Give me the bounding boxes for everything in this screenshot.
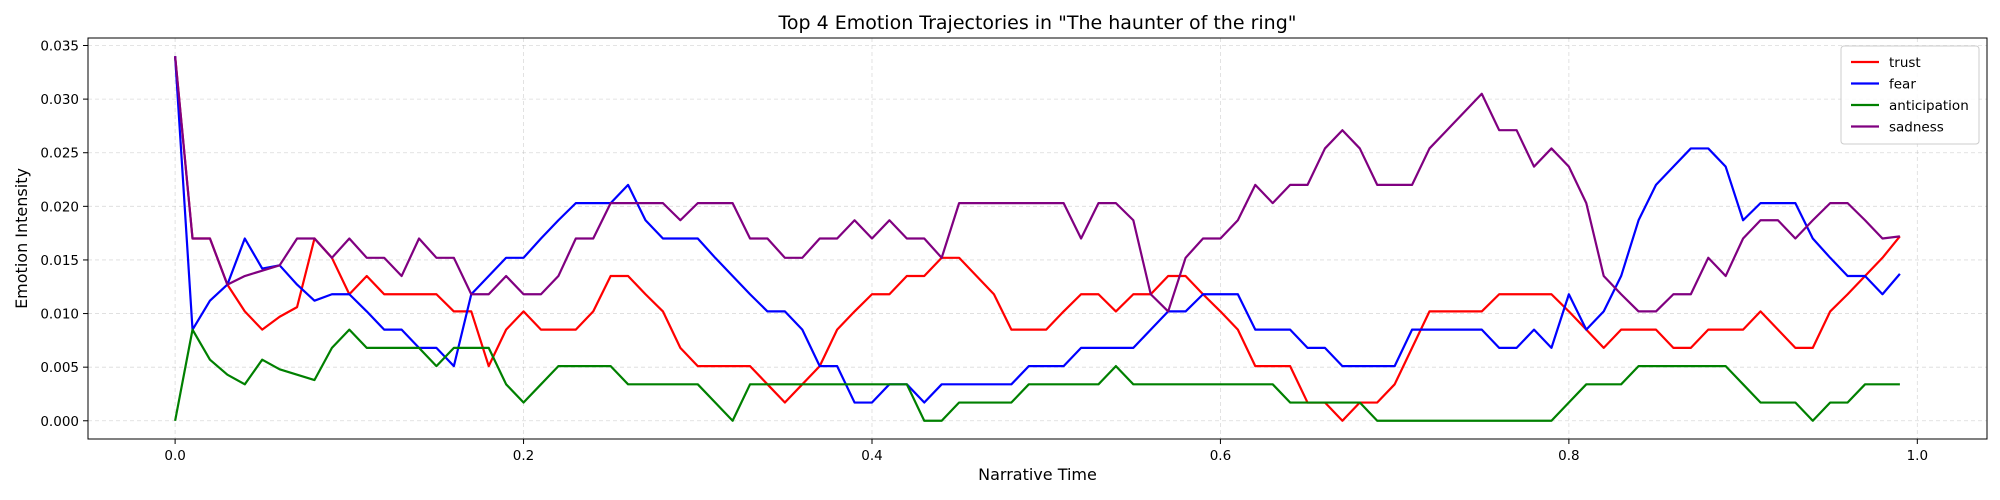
series-line-trust	[174, 56, 1901, 422]
x-axis-ticks: 0.0 0.2 0.4 0.6 0.8 1.0	[164, 439, 1928, 464]
y-axis-label: Emotion Intensity	[12, 168, 31, 309]
x-tick-label: 0.4	[861, 448, 882, 464]
x-tick-label: 1.0	[1907, 448, 1928, 464]
y-axis-ticks: 0.000 0.005 0.010 0.015 0.020 0.025 0.030 0.035	[40, 39, 88, 430]
x-tick-label: 0.8	[1558, 448, 1579, 464]
chart-title: Top 4 Emotion Trajectories in "The haunt…	[777, 12, 1296, 34]
series-lines	[174, 56, 1901, 422]
y-tick-label: 0.025	[40, 146, 79, 162]
series-line-fear	[174, 56, 1901, 404]
x-tick-label: 0.2	[513, 448, 534, 464]
y-tick-label: 0.035	[40, 39, 79, 55]
y-tick-label: 0.005	[40, 360, 79, 376]
legend-label-fear: fear	[1889, 77, 1916, 93]
x-tick-label: 0.0	[164, 448, 185, 464]
y-tick-label: 0.015	[40, 253, 79, 269]
series-line-anticipation	[174, 328, 1900, 422]
y-tick-label: 0.000	[40, 414, 79, 430]
legend-label-trust: trust	[1889, 55, 1921, 71]
x-axis-label: Narrative Time	[978, 465, 1097, 484]
y-tick-label: 0.020	[40, 199, 79, 215]
grid	[88, 38, 1987, 439]
legend-label-sadness: sadness	[1889, 120, 1944, 136]
y-tick-label: 0.030	[40, 92, 79, 108]
legend: trust fear anticipation sadness	[1840, 45, 1980, 145]
y-tick-label: 0.010	[40, 307, 79, 323]
x-tick-label: 0.6	[1210, 448, 1231, 464]
plot-frame	[87, 37, 1988, 440]
legend-label-anticipation: anticipation	[1889, 98, 1969, 114]
legend-box	[1840, 45, 1980, 145]
series-line-sadness	[174, 56, 1901, 313]
